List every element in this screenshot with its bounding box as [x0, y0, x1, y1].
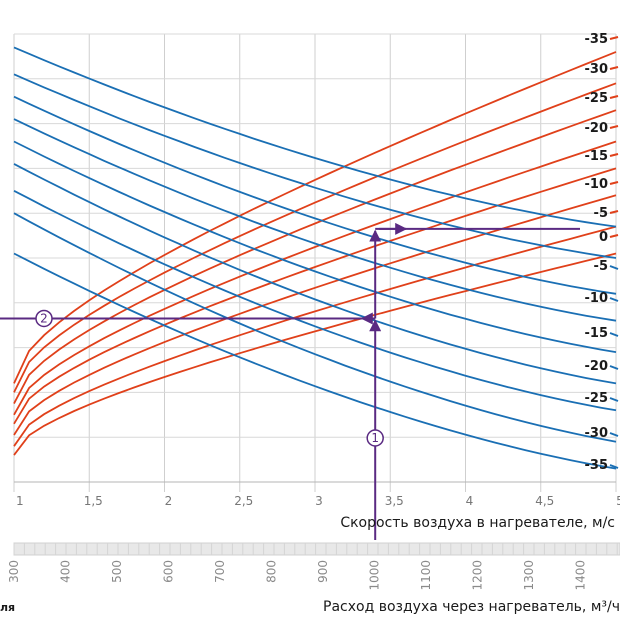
- flow-tick-label: 700: [213, 560, 227, 583]
- x-tick-label: 1: [16, 494, 24, 508]
- orange-curve-4: [13, 167, 617, 425]
- x-tick-label: 5: [616, 494, 620, 508]
- blue-curve-label: -25: [585, 391, 609, 406]
- blue-label-tick: [609, 365, 619, 370]
- orange-curve-3: [13, 140, 617, 416]
- blue-label-tick: [609, 332, 619, 337]
- marker-1-label: 1: [371, 431, 379, 445]
- orange-curve-label: -10: [585, 177, 609, 192]
- blue-curve-4: [13, 140, 617, 353]
- blue-curve-label: -5: [594, 259, 608, 274]
- blue-curve-label: -15: [585, 326, 609, 341]
- orange-curve-label: -20: [585, 121, 609, 136]
- x-tick-label: 4,5: [535, 494, 554, 508]
- flow-axis-title: Расход воздуха через нагреватель, м³/ч: [323, 599, 620, 615]
- blue-curve-0: [13, 46, 617, 228]
- blue-curve-label: -20: [585, 359, 609, 374]
- flow-tick-label: 1200: [471, 560, 485, 591]
- blue-curve-6: [13, 190, 617, 412]
- flow-tick-label: 900: [316, 560, 330, 583]
- orange-label-tick: [609, 125, 619, 129]
- blue-label-tick: [609, 397, 619, 402]
- orange-label-tick: [609, 181, 619, 185]
- x-tick-label: 1,5: [84, 494, 103, 508]
- orange-curve-label: -15: [585, 149, 609, 164]
- flow-tick-label: 300: [7, 560, 21, 583]
- blue-label-tick: [609, 464, 619, 469]
- x-tick-label: 4: [466, 494, 474, 508]
- flow-tick-label: 1300: [522, 560, 536, 591]
- x-tick-label: 2: [165, 494, 173, 508]
- blue-curve-7: [13, 212, 617, 443]
- blue-label-tick: [609, 265, 619, 270]
- orange-curve-0: [13, 51, 617, 384]
- blue-curve-5: [13, 163, 617, 385]
- flow-tick-label: 1400: [574, 560, 588, 591]
- orange-label-tick: [609, 234, 619, 238]
- orange-curve-1: [13, 82, 617, 393]
- orange-label-tick: [609, 95, 619, 99]
- marker-2-circle: [35, 309, 53, 328]
- orange-curve-label: -30: [585, 62, 609, 77]
- orange-curve-label: -35: [585, 32, 609, 47]
- marker-1-circle: [366, 429, 384, 447]
- blue-label-tick: [609, 432, 619, 437]
- x-axis-title: Скорость воздуха в нагревателе, м/с: [340, 515, 615, 531]
- flow-tick-label: 600: [162, 560, 176, 583]
- x-axis-ticks: 1 1,5 2 2,5 3 3,5 4 4,5 5: [16, 494, 620, 508]
- blue-curve-2: [13, 95, 617, 295]
- flow-tick-label: 500: [110, 560, 124, 583]
- flow-tick-label: 1100: [419, 560, 433, 591]
- marker-2-label: 2: [40, 311, 48, 325]
- blue-curve-label: -10: [585, 291, 609, 306]
- chart-curves: [13, 46, 617, 470]
- orange-curve-label: 0: [599, 230, 608, 245]
- blue-curve-3: [13, 118, 617, 322]
- orange-curve-label: -5: [594, 206, 608, 221]
- blue-curve-label: -30: [585, 426, 609, 441]
- flow-axis-strip: 300 400 500 600 700 800 900 1000 1100 1200 1300 140…: [7, 542, 620, 591]
- x-tick-label: 3,5: [385, 494, 404, 508]
- orange-curve-2: [13, 109, 617, 405]
- chart-grid: [13, 33, 617, 492]
- blue-curve-1: [13, 73, 617, 259]
- orange-label-tick: [609, 36, 619, 40]
- flow-tick-label: 800: [265, 560, 279, 583]
- flow-strip-bar: [13, 542, 620, 556]
- left-cut-label: ля: [0, 601, 15, 614]
- flow-tick-label: 400: [59, 560, 73, 583]
- x-tick-label: 3: [315, 494, 323, 508]
- flow-tick-label: 1000: [368, 560, 382, 591]
- orange-curve-6: [13, 225, 617, 447]
- orange-label-tick: [609, 153, 619, 157]
- orange-curve-7: [13, 252, 617, 456]
- blue-label-tick: [609, 297, 619, 302]
- blue-curve-label: -35: [585, 458, 609, 473]
- orange-curve-label: -25: [585, 91, 609, 106]
- example-path: 12: [0, 222, 580, 540]
- orange-label-tick: [609, 210, 619, 214]
- orange-label-tick: [609, 66, 619, 70]
- x-tick-label: 2,5: [234, 494, 253, 508]
- right-labels: -35 -30 -25 -20 -15 -10 -5 0 -5 -10 -15 -20 -25 -30 -3…: [585, 32, 619, 473]
- orange-curve-5: [13, 194, 617, 436]
- blue-curve-8: [13, 252, 617, 470]
